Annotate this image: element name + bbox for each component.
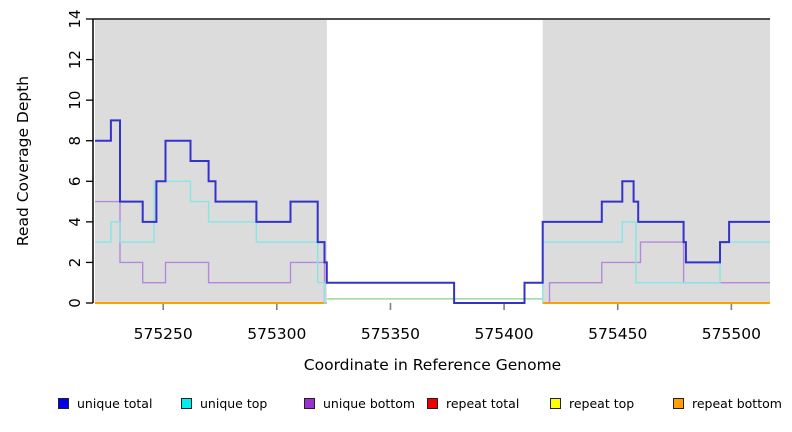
legend-label: repeat total <box>446 396 520 411</box>
shaded-region-2 <box>542 19 770 303</box>
legend-label: unique top <box>200 396 268 411</box>
legend-swatch <box>427 398 438 409</box>
legend-swatch <box>181 398 192 409</box>
x-tick-label: 575250 <box>134 325 193 343</box>
x-axis-title: Coordinate in Reference Genome <box>303 356 562 374</box>
y-tick-label: 10 <box>66 91 84 110</box>
legend-swatch <box>550 398 561 409</box>
x-tick-label: 575350 <box>361 325 420 343</box>
legend-swatch <box>304 398 315 409</box>
legend-label: repeat top <box>569 396 635 411</box>
legend-label: unique bottom <box>323 396 416 411</box>
x-tick-label: 575450 <box>588 325 647 343</box>
legend-item-repeat-bottom: repeat bottom <box>673 396 792 411</box>
legend-label: unique total <box>77 396 153 411</box>
y-tick-label: 2 <box>66 258 84 268</box>
y-tick-label: 6 <box>66 177 84 187</box>
shaded-region-1 <box>95 19 327 303</box>
legend-item-unique-top: unique top <box>181 396 304 411</box>
legend: unique total unique top unique bottom repea… <box>58 396 792 411</box>
y-axis-title: Read Coverage Depth <box>14 75 32 247</box>
legend-label: repeat bottom <box>692 396 782 411</box>
series-unique-top <box>95 180 327 304</box>
y-tick-label: 0 <box>66 298 84 308</box>
y-tick-label: 14 <box>66 9 84 28</box>
series-unique-bottom <box>548 241 770 303</box>
series-unique-bottom <box>95 200 327 304</box>
legend-item-unique-bottom: unique bottom <box>304 396 427 411</box>
legend-item-unique-total: unique total <box>58 396 181 411</box>
legend-swatch <box>58 398 69 409</box>
x-tick-label: 575400 <box>475 325 534 343</box>
series-unique-total <box>95 119 770 304</box>
y-tick-label: 12 <box>66 50 84 69</box>
y-tick-label: 4 <box>66 217 84 227</box>
legend-swatch <box>673 398 684 409</box>
x-tick-label: 575300 <box>247 325 306 343</box>
legend-item-repeat-top: repeat top <box>550 396 673 411</box>
x-tick-label: 575500 <box>702 325 761 343</box>
y-tick-label: 8 <box>66 136 84 146</box>
legend-item-repeat-total: repeat total <box>427 396 550 411</box>
